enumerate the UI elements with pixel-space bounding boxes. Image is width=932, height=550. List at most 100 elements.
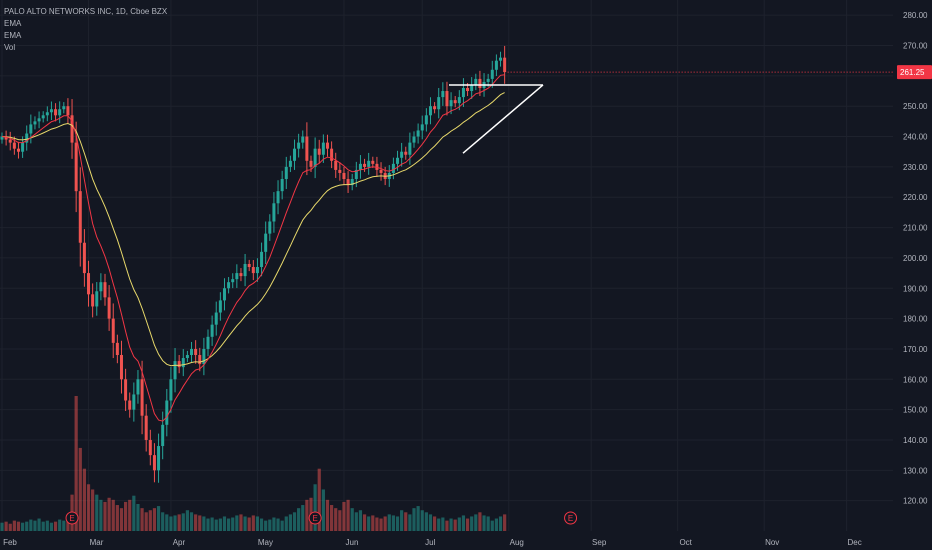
ema-slow-legend[interactable]: EMA	[4, 31, 22, 40]
candle-body	[194, 348, 198, 356]
candle-body	[227, 282, 231, 289]
volume-bar	[391, 515, 395, 531]
ema-fast-line	[1, 74, 505, 422]
volume-bars	[0, 396, 507, 531]
volume-bar	[387, 514, 391, 531]
price-tick-label: 120.00	[903, 497, 928, 506]
volume-bar	[78, 447, 82, 531]
volume-bar	[66, 516, 70, 531]
volume-bar	[478, 512, 482, 531]
volume-bar	[58, 519, 62, 531]
volume-bar	[210, 517, 214, 531]
candle-body	[255, 267, 259, 274]
candle-body	[358, 163, 362, 170]
time-axis[interactable]: Feb Mar Apr May Jun Jul Aug Sep Oct Nov Dec	[3, 538, 862, 547]
symbol-title[interactable]: PALO ALTO NETWORKS INC, 1D, Cboe BZX	[4, 7, 168, 16]
price-tick-label: 150.00	[903, 406, 928, 415]
volume-bar	[29, 519, 33, 531]
volume-bar	[305, 499, 309, 531]
month-tick-label: Feb	[3, 538, 17, 547]
volume-bar	[317, 468, 321, 531]
candle-body	[428, 106, 432, 116]
volume-bar	[152, 508, 157, 531]
candle-body	[185, 355, 189, 359]
price-tick-label: 210.00	[903, 224, 928, 233]
candle-body	[330, 148, 334, 161]
volume-bar	[111, 499, 115, 531]
earnings-marker-icon	[65, 511, 79, 525]
candle-body	[379, 169, 383, 173]
volume-bar	[144, 512, 148, 531]
volume-bar	[441, 517, 445, 531]
candle-body	[58, 109, 62, 116]
candle-body	[363, 163, 367, 167]
volume-legend[interactable]: Vol	[4, 43, 16, 52]
candle-body	[503, 57, 507, 73]
volume-bar	[161, 512, 165, 531]
volume-bar	[206, 518, 210, 531]
volume-bar	[276, 518, 280, 531]
candle-body	[21, 142, 25, 152]
volume-bar	[107, 497, 111, 531]
volume-bar	[474, 514, 478, 531]
candle-body	[470, 84, 474, 92]
candle-body	[66, 106, 70, 116]
candle-body	[478, 78, 482, 88]
volume-bar	[498, 516, 503, 531]
volume-bar	[235, 515, 239, 531]
candle-body	[264, 233, 268, 252]
candle-body	[449, 100, 453, 107]
ema-fast-legend[interactable]: EMA	[4, 19, 22, 28]
volume-bar	[490, 520, 494, 531]
volume-bar	[202, 516, 206, 531]
volume-bar	[428, 514, 433, 531]
candle-body	[499, 57, 503, 61]
volume-bar	[53, 521, 58, 531]
volume-bar	[243, 516, 247, 531]
candle-body	[280, 179, 284, 192]
candle-body	[169, 379, 173, 401]
price-tick-label: 200.00	[903, 254, 928, 263]
candle-body	[276, 191, 280, 204]
volume-bar	[449, 518, 453, 531]
candle-body	[111, 318, 115, 343]
candle-body	[338, 169, 342, 173]
candle-body	[173, 361, 177, 380]
volume-bar	[408, 514, 412, 531]
volume-bar	[330, 505, 334, 531]
volume-bar	[16, 521, 21, 531]
volume-bar	[445, 520, 449, 531]
candle-body	[293, 148, 297, 161]
volume-bar	[404, 512, 408, 531]
volume-bar	[284, 516, 288, 531]
candle-body	[466, 87, 470, 92]
volume-bar	[412, 508, 416, 531]
candle-body	[235, 273, 239, 280]
candle-body	[288, 160, 292, 167]
candle-body	[45, 112, 49, 116]
volume-bar	[321, 489, 325, 531]
price-tick-label: 220.00	[903, 193, 928, 202]
candle-body	[433, 106, 437, 110]
candle-body	[325, 142, 329, 149]
volume-bar	[91, 489, 95, 531]
candle-body	[231, 279, 235, 283]
volume-bar	[82, 468, 86, 531]
volume-bar	[354, 512, 358, 531]
volume-bar	[45, 520, 49, 531]
volume-bar	[259, 518, 264, 531]
trendline-drawings[interactable]	[449, 84, 544, 154]
volume-bar	[222, 516, 227, 531]
candle-body	[400, 151, 404, 158]
candle-body	[371, 160, 375, 164]
candle-body	[490, 69, 494, 79]
candle-body	[16, 148, 20, 152]
volume-bar	[8, 523, 12, 531]
candle-body	[346, 179, 350, 186]
candle-body	[350, 179, 354, 186]
candle-body	[157, 446, 161, 471]
volume-bar	[313, 484, 317, 531]
price-tick-label: 270.00	[903, 42, 928, 51]
